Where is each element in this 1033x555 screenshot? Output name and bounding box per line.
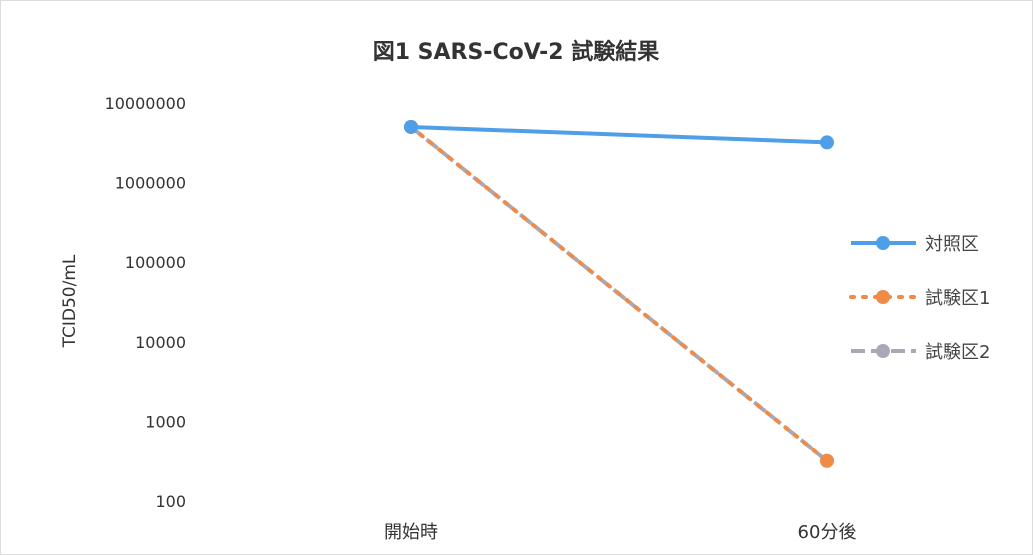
x-category-label: 開始時 xyxy=(384,522,438,543)
series-2-point-2 xyxy=(820,453,834,468)
x-axis-categories: 開始時 60分後 xyxy=(384,522,856,543)
legend-label-3: 試験区2 xyxy=(925,342,990,363)
series-1-point-1 xyxy=(404,119,418,134)
y-tick-label: 10000000 xyxy=(105,94,186,113)
y-tick-label: 100000 xyxy=(125,253,186,272)
legend-marker-1 xyxy=(876,236,890,250)
y-axis-title: TCID50/mL xyxy=(60,254,80,348)
chart-title: 図1 SARS-CoV-2 試験結果 xyxy=(373,39,660,65)
legend-marker-3 xyxy=(876,344,890,358)
series-line-1 xyxy=(410,124,828,145)
legend-marker-2 xyxy=(876,290,890,304)
y-tick-label: 1000 xyxy=(145,412,186,431)
series-1-point-2 xyxy=(820,135,834,150)
series-line-2 xyxy=(409,124,829,463)
y-tick-label: 100 xyxy=(155,492,186,511)
series-lines xyxy=(404,119,834,468)
y-tick-label: 10000 xyxy=(135,333,186,352)
x-category-label: 60分後 xyxy=(798,522,857,543)
legend-label-2: 試験区1 xyxy=(925,288,990,309)
legend-label-1: 対照区 xyxy=(925,234,979,255)
y-tick-label: 1000000 xyxy=(115,174,186,193)
y-axis-ticks: 10000000 1000000 100000 10000 1000 100 xyxy=(105,94,186,511)
